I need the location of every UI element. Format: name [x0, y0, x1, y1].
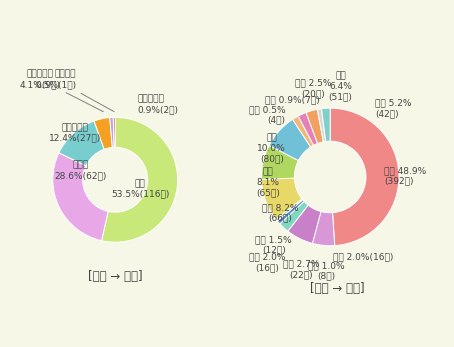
Wedge shape [330, 108, 399, 246]
Wedge shape [298, 112, 318, 145]
Wedge shape [288, 205, 321, 243]
Text: 인천 2.0%(16건): 인천 2.0%(16건) [333, 253, 393, 262]
Text: 아시아
28.6%(62건): 아시아 28.6%(62건) [54, 161, 107, 180]
Text: 경북 2.5%
(20건): 경북 2.5% (20건) [295, 78, 331, 98]
Text: 대전 1.0%
(8건): 대전 1.0% (8건) [308, 261, 345, 280]
Wedge shape [312, 212, 335, 246]
Wedge shape [306, 109, 323, 143]
Text: 경기
8.1%
(65건): 경기 8.1% (65건) [257, 168, 280, 197]
Text: 유럽
53.5%(116건): 유럽 53.5%(116건) [111, 179, 169, 199]
Wedge shape [317, 109, 326, 142]
Wedge shape [277, 200, 304, 224]
Wedge shape [113, 117, 115, 147]
Text: 부산 8.2%
(66건): 부산 8.2% (66건) [262, 203, 299, 222]
Wedge shape [262, 178, 302, 219]
Text: 북아메리카
4.1%(9건): 북아메리카 4.1%(9건) [20, 70, 104, 112]
Text: 제주 5.2%
(42건): 제주 5.2% (42건) [375, 99, 411, 118]
Wedge shape [262, 145, 298, 179]
Wedge shape [292, 116, 314, 147]
Wedge shape [321, 108, 330, 142]
Text: 울산 1.5%
(12건): 울산 1.5% (12건) [256, 235, 292, 255]
Text: 남아메리카
12.4%(27건): 남아메리카 12.4%(27건) [49, 123, 101, 143]
Text: [국내 → 해외]: [국내 → 해외] [88, 270, 143, 283]
Text: 전북 0.9%(7건): 전북 0.9%(7건) [265, 96, 320, 105]
Wedge shape [110, 117, 114, 147]
Wedge shape [269, 119, 311, 161]
Text: 아프리카
0.5%(1건): 아프리카 0.5%(1건) [35, 70, 114, 112]
Wedge shape [276, 199, 303, 221]
Text: 대구 2.7%
(22건): 대구 2.7% (22건) [283, 260, 320, 279]
Wedge shape [59, 121, 104, 166]
Text: [해외 → 국내]: [해외 → 국내] [310, 282, 365, 295]
Wedge shape [280, 201, 308, 231]
Wedge shape [94, 118, 112, 149]
Text: 경남
6.4%
(51건): 경남 6.4% (51건) [329, 71, 352, 101]
Wedge shape [53, 153, 108, 241]
Text: 충북 0.5%
(4건): 충북 0.5% (4건) [249, 105, 286, 125]
Wedge shape [102, 117, 178, 242]
Text: 오세아니아
0.9%(2건): 오세아니아 0.9%(2건) [137, 95, 178, 114]
Text: 광주 2.0%
(16건): 광주 2.0% (16건) [249, 253, 285, 272]
Text: 강원
10.0%
(80건): 강원 10.0% (80건) [257, 133, 286, 163]
Text: 서울 48.9%
(392건): 서울 48.9% (392건) [384, 166, 426, 185]
